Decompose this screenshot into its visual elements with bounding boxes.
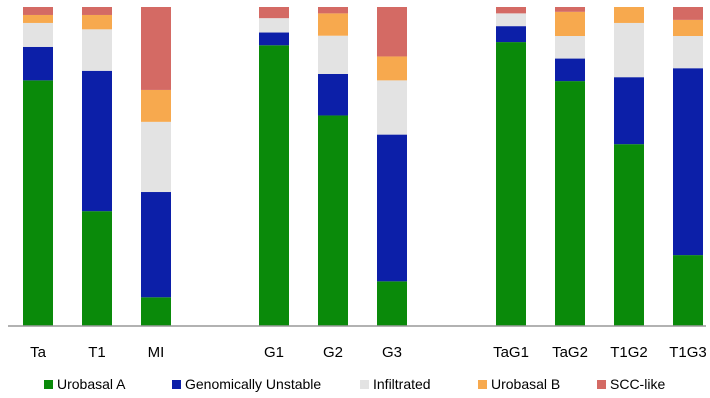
bar-segment-t1g3-urobasal-b (673, 19, 703, 36)
bar-segment-t1g3-scc-like (673, 7, 703, 20)
legend-label: Genomically Unstable (185, 376, 321, 392)
bar-segment-g2-genomically-unstable (318, 73, 348, 116)
bar-segment-ta-urobasal-a (23, 80, 53, 327)
x-tick-label: T1G2 (610, 344, 648, 361)
bars-layer (23, 7, 703, 327)
bar-segment-tag2-infiltrated (555, 36, 585, 59)
bar-segment-mi-scc-like (141, 7, 171, 90)
bar-segment-t1g2-infiltrated (614, 22, 644, 78)
legend-item-infiltrated: Infiltrated (360, 376, 431, 392)
x-tick-labels: Ta T1 MI G1 G2 G3 TaG1 TaG2 T1G2 T1G3 (30, 344, 707, 361)
bar-segment-t1g3-genomically-unstable (673, 68, 703, 256)
x-tick-label: G2 (323, 344, 343, 361)
legend-label: Urobasal B (491, 376, 560, 392)
bar-segment-g3-scc-like (377, 7, 407, 57)
x-tick-label: G1 (264, 344, 284, 361)
bar-segment-mi-urobasal-b (141, 89, 171, 122)
bar-segment-t1g3-urobasal-a (673, 255, 703, 326)
bar-segment-tag1-urobasal-a (496, 42, 526, 327)
x-tick-label: T1G3 (669, 344, 707, 361)
bar-segment-t1g2-genomically-unstable (614, 77, 644, 145)
bar-segment-tag1-scc-like (496, 7, 526, 14)
bar-segment-mi-urobasal-a (141, 297, 171, 326)
bar-segment-g2-urobasal-a (318, 115, 348, 327)
bar-segment-g2-urobasal-b (318, 13, 348, 36)
bar-segment-t1g2-urobasal-b (614, 7, 644, 23)
bar-segment-mi-infiltrated (141, 121, 171, 193)
bar-segment-t1g2-urobasal-a (614, 144, 644, 326)
bar-segment-g3-urobasal-a (377, 281, 407, 326)
bar-segment-t1-genomically-unstable (82, 70, 112, 212)
legend-label: SCC-like (610, 376, 665, 392)
bar-segment-ta-urobasal-b (23, 14, 53, 23)
x-tick-label: MI (148, 344, 165, 361)
bar-segment-mi-genomically-unstable (141, 192, 171, 298)
bar-segment-ta-scc-like (23, 7, 53, 15)
bar-segment-ta-infiltrated (23, 22, 53, 47)
x-tick-label: Ta (30, 344, 47, 361)
x-tick-label: G3 (382, 344, 402, 361)
legend-label: Urobasal A (57, 376, 126, 392)
x-tick-label: TaG2 (552, 344, 588, 361)
legend-swatch (597, 380, 606, 389)
bar-segment-t1-scc-like (82, 7, 112, 15)
bar-segment-g2-infiltrated (318, 35, 348, 74)
bar-segment-tag2-genomically-unstable (555, 58, 585, 82)
bar-segment-tag2-urobasal-b (555, 11, 585, 37)
legend-item-scc-like: SCC-like (597, 376, 665, 392)
bar-segment-g1-urobasal-a (259, 45, 289, 326)
legend-item-urobasal-a: Urobasal A (44, 376, 126, 392)
bar-segment-g1-genomically-unstable (259, 32, 289, 46)
legend-swatch (360, 380, 369, 389)
bar-segment-ta-genomically-unstable (23, 46, 53, 81)
bar-segment-tag1-infiltrated (496, 13, 526, 27)
legend: Urobasal A Genomically Unstable Infiltrate… (44, 376, 665, 392)
legend-swatch (172, 380, 181, 389)
legend-item-urobasal-b: Urobasal B (478, 376, 560, 392)
legend-swatch (44, 380, 53, 389)
bar-segment-tag2-urobasal-a (555, 81, 585, 326)
bar-segment-g3-genomically-unstable (377, 134, 407, 282)
bar-segment-g1-infiltrated (259, 18, 289, 33)
bar-segment-t1-urobasal-a (82, 211, 112, 326)
bar-segment-tag2-scc-like (555, 7, 585, 12)
legend-label: Infiltrated (373, 376, 431, 392)
legend-item-genomically-unstable: Genomically Unstable (172, 376, 321, 392)
bar-segment-t1-infiltrated (82, 29, 112, 71)
x-tick-label: TaG1 (493, 344, 529, 361)
legend-swatch (478, 380, 487, 389)
bar-segment-g1-scc-like (259, 7, 289, 19)
bar-segment-g3-infiltrated (377, 80, 407, 135)
bar-segment-g3-urobasal-b (377, 56, 407, 81)
x-tick-label: T1 (88, 344, 106, 361)
bar-segment-t1g3-infiltrated (673, 36, 703, 69)
bar-segment-t1-urobasal-b (82, 14, 112, 30)
bar-segment-g2-scc-like (318, 7, 348, 14)
bar-segment-tag1-genomically-unstable (496, 26, 526, 43)
